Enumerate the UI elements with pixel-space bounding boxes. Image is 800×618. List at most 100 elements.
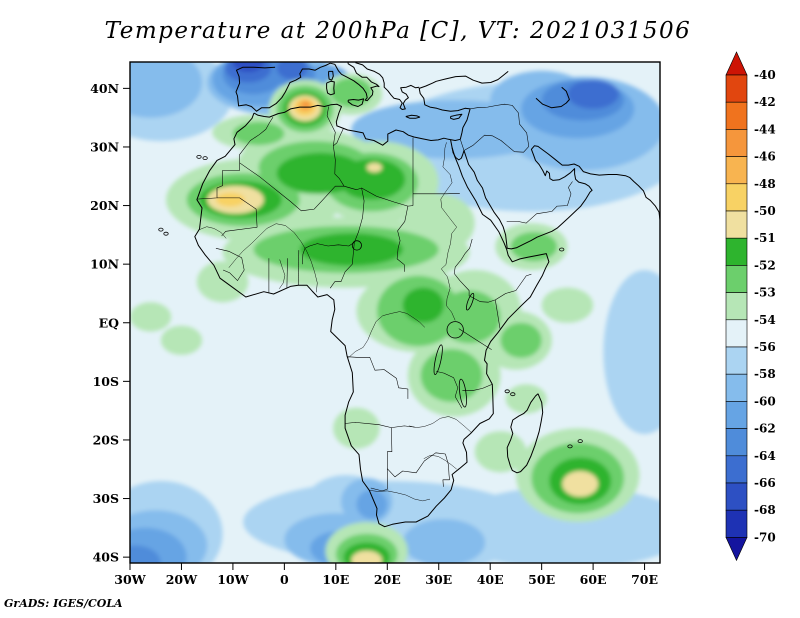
contour-blob [215, 192, 245, 207]
border-path [333, 128, 344, 147]
border-path [215, 248, 245, 281]
border-path [239, 162, 345, 212]
colorbar-label: -56 [754, 340, 776, 354]
colorbar-cell [725, 101, 748, 130]
colorbar-over-triangle [725, 51, 748, 76]
contour-blob [196, 261, 249, 303]
border-path [333, 145, 345, 187]
contour-blob [474, 431, 527, 473]
contour-blob [356, 489, 388, 519]
border-path [470, 103, 530, 147]
coastline-path [347, 98, 365, 107]
contour-blob [351, 550, 383, 563]
lake-outline [446, 321, 464, 339]
colorbar-cell [725, 237, 748, 266]
colorbar-label: -53 [754, 286, 776, 300]
border-path [506, 181, 573, 224]
coastline-path [418, 71, 509, 140]
colorbar-cell [725, 401, 748, 429]
x-tick-label: 20W [166, 572, 198, 587]
island-outline [577, 439, 583, 444]
contour-blob [130, 545, 161, 563]
colorbar-label: -52 [754, 258, 776, 272]
colorbar-label: -60 [754, 394, 776, 408]
colorbar-label: -51 [754, 231, 776, 245]
contour-blob [562, 471, 599, 497]
river-path [423, 454, 457, 470]
contour-blob [505, 384, 547, 414]
colorbar-cell [725, 455, 748, 484]
colorbar-cell [725, 129, 748, 157]
y-axis: 40N 30N 20N 10N EQ 10S 20S 30S 40S [90, 81, 130, 565]
y-tick-label: 40N [90, 81, 119, 96]
border-path [413, 193, 460, 195]
border-path [286, 258, 288, 288]
y-tick-label: 30S [93, 491, 119, 506]
island-outline [510, 392, 516, 397]
lake-outline [433, 344, 443, 375]
colorbar-cell [725, 183, 748, 212]
island-outline [202, 156, 208, 160]
colorbar-cell [725, 428, 748, 457]
coastline-path [506, 393, 544, 474]
colorbar-cell [725, 265, 748, 293]
y-tick-label: 10N [90, 257, 119, 272]
colorbar-label: -62 [754, 422, 776, 436]
island-outline [163, 231, 169, 236]
island-outline [158, 227, 164, 232]
x-tick-label: 70E [631, 572, 658, 587]
border-path [453, 238, 496, 303]
colorbar-label: -58 [754, 367, 776, 381]
border-path [442, 453, 450, 487]
credit-text: GrADS: IGES/COLA [4, 597, 123, 610]
colorbar-cell [725, 319, 748, 348]
colorbar-label: -48 [754, 177, 776, 191]
river-path [228, 223, 318, 293]
border-path [347, 356, 409, 399]
y-tick-label: 40S [93, 550, 119, 565]
border-path [436, 371, 463, 409]
lake-outline [465, 292, 475, 311]
colorbar-cell [725, 210, 748, 239]
border-path [495, 299, 501, 329]
small-islands [158, 155, 583, 449]
border-path [463, 134, 530, 153]
coastline-path [535, 86, 570, 109]
contour-blob [420, 349, 483, 402]
x-tick-label: 40E [477, 572, 504, 587]
colorbar-label: -66 [754, 476, 776, 490]
contour-blob [276, 62, 308, 80]
y-tick-label: 10S [93, 374, 119, 389]
map-frame [129, 61, 661, 564]
border-path [329, 242, 355, 289]
y-tick-label: 30N [90, 139, 119, 154]
border-path [326, 106, 336, 146]
coastline-path [355, 62, 420, 110]
border-path [239, 116, 274, 163]
colorbar-under-triangle [725, 537, 748, 562]
colorbar-label: -68 [754, 503, 776, 517]
contour-blob [510, 232, 558, 262]
y-tick-label: 20S [93, 432, 119, 447]
border-path [387, 452, 446, 478]
coastline-path [328, 70, 334, 81]
border-path [345, 422, 415, 428]
contour-blob [160, 325, 203, 355]
x-tick-label: 10W [217, 572, 249, 587]
border-path [298, 250, 300, 286]
colorbar-cell [725, 509, 748, 538]
colorbar-label: -44 [754, 122, 776, 136]
coastline-path [253, 103, 461, 146]
colorbar-label: -42 [754, 95, 776, 109]
border-path [458, 328, 492, 350]
x-axis: 30W 20W 10W 0 10E 20E 30E 40E 50E 60E 70E [114, 563, 658, 587]
coastline-path [450, 113, 463, 120]
coastlines [194, 62, 660, 528]
contour-blob [438, 290, 501, 344]
x-tick-label: 30E [425, 572, 452, 587]
chart-title: Temperature at 200hPa [C], VT: 202103150… [105, 18, 692, 44]
colorbar-cell [725, 74, 748, 103]
colorbar-cell [725, 346, 748, 375]
colorbar-label: -40 [754, 68, 776, 82]
